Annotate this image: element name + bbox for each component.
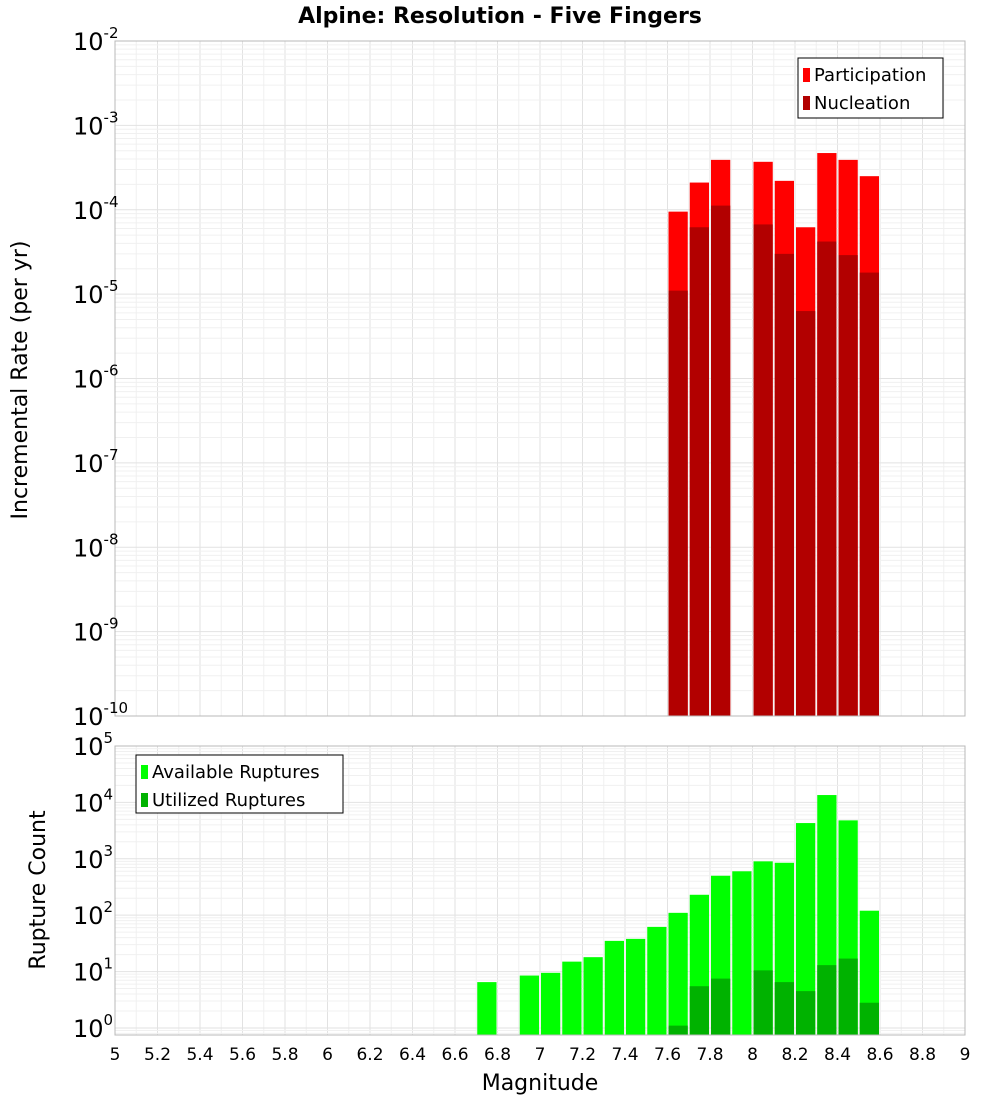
x-tick-label: 8.8 bbox=[909, 1045, 936, 1065]
bar-available-ruptures bbox=[562, 961, 582, 1035]
y-tick-label: 105 bbox=[73, 729, 113, 761]
x-tick-label: 7.8 bbox=[696, 1045, 723, 1065]
bar-utilized-ruptures bbox=[689, 986, 709, 1035]
count-plot-panel: 100 101 102 103 104 105 5 5.2 5.4 5.6 5.8 6 6.2 6.4 6.… bbox=[73, 729, 970, 1065]
y-tick-label: 100 bbox=[73, 1011, 113, 1043]
bar-nucleation bbox=[711, 205, 731, 716]
y-tick-label: 10-3 bbox=[73, 108, 119, 140]
y-tick-label: 10-7 bbox=[73, 446, 119, 478]
legend-label: Utilized Ruptures bbox=[152, 790, 305, 811]
rate-legend: Participation Nucleation bbox=[797, 57, 944, 119]
bar-utilized-ruptures bbox=[838, 958, 858, 1035]
bottom-y-axis-label: Rupture Count bbox=[26, 810, 51, 970]
legend-box bbox=[135, 754, 344, 814]
rate-y-tick-labels: 10-10 10-9 10-8 10-7 10-6 10-5 10-4 10-3 10-2 bbox=[73, 24, 128, 731]
bar-available-ruptures bbox=[583, 957, 603, 1035]
y-tick-label: 10-8 bbox=[73, 530, 119, 562]
x-tick-label: 5.6 bbox=[229, 1045, 256, 1065]
bar-available-ruptures bbox=[604, 940, 624, 1035]
x-tick-labels: 5 5.2 5.4 5.6 5.8 6 6.2 6.4 6.6 6.8 7 7.2 7.4 7.6 7.8 8… bbox=[110, 1045, 971, 1065]
legend-box bbox=[797, 57, 944, 119]
y-tick-label: 10-2 bbox=[73, 24, 119, 56]
x-tick-label: 9 bbox=[960, 1045, 971, 1065]
y-tick-label: 103 bbox=[73, 842, 113, 874]
x-tick-label: 8 bbox=[747, 1045, 758, 1065]
x-tick-label: 6.6 bbox=[441, 1045, 468, 1065]
rate-grid bbox=[114, 40, 966, 717]
count-legend: Available Ruptures Utilized Ruptures bbox=[135, 754, 344, 814]
bar-nucleation bbox=[796, 311, 816, 716]
x-tick-label: 6.8 bbox=[484, 1045, 511, 1065]
bar-nucleation bbox=[689, 227, 709, 716]
x-tick-label: 7 bbox=[535, 1045, 546, 1065]
legend-swatch bbox=[803, 68, 810, 82]
x-tick-label: 6.4 bbox=[399, 1045, 426, 1065]
bar-utilized-ruptures bbox=[753, 970, 773, 1035]
x-tick-label: 5.2 bbox=[144, 1045, 171, 1065]
bar-available-ruptures bbox=[647, 926, 667, 1035]
x-tick-label: 8.6 bbox=[866, 1045, 893, 1065]
bar-nucleation bbox=[859, 272, 879, 716]
bar-utilized-ruptures bbox=[668, 1025, 688, 1035]
count-plot-frame bbox=[114, 745, 966, 1036]
x-tick-label: 7.6 bbox=[654, 1045, 681, 1065]
bar-available-ruptures bbox=[519, 975, 539, 1035]
legend-label: Available Ruptures bbox=[152, 762, 320, 783]
bar-utilized-ruptures bbox=[711, 978, 731, 1035]
y-tick-label: 10-9 bbox=[73, 615, 119, 647]
rate-plot-frame bbox=[114, 40, 966, 717]
rate-plot-panel: 10-10 10-9 10-8 10-7 10-6 10-5 10-4 10-3 10-2 Par… bbox=[73, 24, 966, 731]
y-tick-label: 104 bbox=[73, 785, 113, 817]
bar-nucleation bbox=[774, 253, 794, 716]
x-tick-label: 7.2 bbox=[569, 1045, 596, 1065]
bar-nucleation bbox=[817, 241, 837, 717]
x-tick-label: 5.8 bbox=[271, 1045, 298, 1065]
y-tick-label: 10-6 bbox=[73, 362, 119, 394]
x-tick-label: 6 bbox=[322, 1045, 333, 1065]
x-tick-label: 8.4 bbox=[824, 1045, 851, 1065]
y-tick-label: 101 bbox=[73, 955, 113, 987]
bar-nucleation bbox=[668, 290, 688, 716]
rate-bars bbox=[668, 153, 879, 717]
chart-title: Alpine: Resolution - Five Fingers bbox=[298, 4, 702, 29]
y-tick-label: 10-4 bbox=[73, 193, 119, 225]
bar-available-ruptures bbox=[796, 823, 816, 1035]
count-bars bbox=[477, 795, 879, 1035]
legend-swatch bbox=[141, 793, 148, 807]
bar-utilized-ruptures bbox=[774, 982, 794, 1035]
x-tick-label: 6.2 bbox=[356, 1045, 383, 1065]
legend-label: Nucleation bbox=[814, 93, 910, 114]
x-tick-label: 7.4 bbox=[611, 1045, 638, 1065]
x-axis-label: Magnitude bbox=[482, 1071, 599, 1096]
count-y-tick-labels: 100 101 102 103 104 105 bbox=[73, 729, 113, 1043]
legend-label: Participation bbox=[814, 65, 926, 86]
x-tick-label: 5.4 bbox=[186, 1045, 213, 1065]
bar-available-ruptures bbox=[626, 938, 646, 1035]
bar-available-ruptures bbox=[541, 972, 561, 1035]
bar-utilized-ruptures bbox=[817, 965, 837, 1035]
y-tick-label: 10-10 bbox=[73, 699, 128, 731]
bar-nucleation bbox=[753, 224, 773, 717]
bar-nucleation bbox=[838, 255, 858, 716]
bar-utilized-ruptures bbox=[796, 991, 816, 1035]
bar-available-ruptures bbox=[668, 912, 688, 1035]
x-tick-label: 8.2 bbox=[781, 1045, 808, 1065]
top-y-axis-label: Incremental Rate (per yr) bbox=[8, 241, 33, 520]
legend-swatch bbox=[141, 765, 148, 779]
bar-available-ruptures bbox=[732, 871, 752, 1035]
y-tick-label: 10-5 bbox=[73, 277, 119, 309]
bar-available-ruptures bbox=[477, 982, 497, 1035]
y-tick-label: 102 bbox=[73, 898, 113, 930]
x-tick-label: 5 bbox=[110, 1045, 121, 1065]
legend-swatch bbox=[803, 96, 810, 110]
bar-utilized-ruptures bbox=[859, 1002, 879, 1035]
